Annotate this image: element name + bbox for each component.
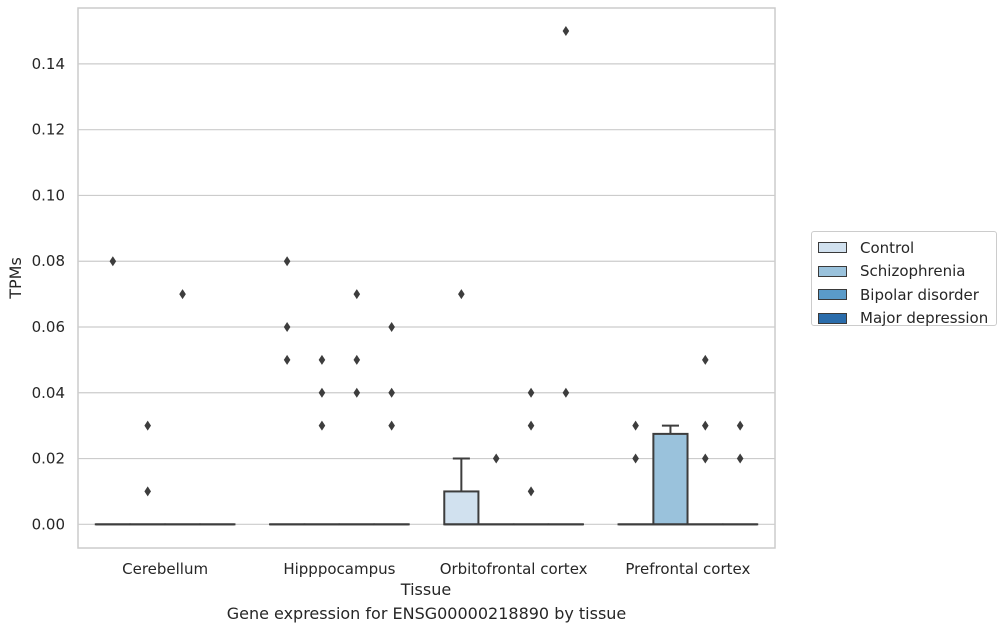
- legend-label: Schizophrenia: [860, 262, 966, 281]
- legend-item: Schizophrenia: [818, 260, 996, 284]
- y-tick-label: 0.04: [32, 384, 65, 402]
- outlier-point: [702, 453, 709, 464]
- outlier-point: [527, 420, 535, 431]
- outlier-point: [562, 387, 570, 398]
- outlier-point: [736, 453, 744, 464]
- outlier-point: [283, 354, 291, 365]
- x-tick-label: Prefrontal cortex: [625, 560, 750, 578]
- legend-swatch: [818, 312, 847, 324]
- y-tick-label: 0.12: [32, 121, 65, 139]
- outlier-point: [318, 387, 326, 398]
- outlier-point: [632, 420, 639, 431]
- outlier-point: [144, 420, 151, 431]
- x-axis-title: Tissue: [400, 580, 451, 599]
- grid-lines: [78, 63, 775, 525]
- y-tick-label: 0.14: [32, 55, 65, 73]
- y-tick-label: 0.06: [32, 318, 65, 336]
- plot-frame: [77, 7, 776, 549]
- outlier-point: [562, 26, 570, 37]
- box-body: [443, 490, 480, 526]
- legend-item: Bipolar disorder: [818, 283, 996, 307]
- legend-swatch: [818, 242, 847, 254]
- box-body: [652, 432, 689, 526]
- outlier-point: [353, 289, 361, 300]
- outlier-point: [388, 322, 395, 333]
- box-schizophrenia: [652, 424, 689, 526]
- outlier-point: [144, 486, 151, 497]
- outlier-point: [527, 486, 535, 497]
- x-tick-labels: Cerebellum Hipppocampus Orbitofrontal cort…: [122, 560, 750, 578]
- figure-caption: Gene expression for ENSG00000218890 by t…: [226, 604, 627, 623]
- outlier-point: [318, 354, 326, 365]
- y-tick-label: 0.10: [32, 186, 65, 204]
- outlier-point: [388, 420, 395, 431]
- outlier-point: [283, 322, 291, 333]
- legend-swatch: [818, 265, 847, 277]
- outlier-point: [388, 387, 395, 398]
- legend-label: Bipolar disorder: [860, 285, 979, 304]
- boxes: [94, 424, 759, 526]
- x-tick-label: Hipppocampus: [283, 560, 395, 578]
- outlier-point: [179, 289, 186, 300]
- y-tick-label: 0.00: [32, 515, 65, 533]
- outlier-point: [492, 453, 500, 464]
- outlier-point: [527, 387, 535, 398]
- legend-item: Control: [818, 236, 996, 260]
- outlier-point: [736, 420, 744, 431]
- outlier-point: [353, 387, 361, 398]
- outlier-point: [283, 256, 291, 267]
- y-axis-title: TPMs: [6, 257, 25, 300]
- y-tick-label: 0.02: [32, 450, 65, 468]
- outlier-point: [109, 256, 117, 267]
- x-tick-label: Orbitofrontal cortex: [440, 560, 588, 578]
- outlier-point: [458, 289, 465, 300]
- outlier-point: [318, 420, 326, 431]
- box-control: [443, 457, 480, 526]
- legend: Control Schizophrenia Bipolar disorder Majo…: [811, 231, 997, 327]
- outlier-point: [353, 354, 361, 365]
- legend-label: Control: [860, 238, 915, 257]
- y-tick-labels: 0.00 0.02 0.04 0.06 0.08 0.10 0.12 0.14: [32, 55, 65, 533]
- outlier-points: [109, 26, 744, 497]
- legend-label: Major depression: [860, 309, 989, 328]
- x-tick-label: Cerebellum: [122, 560, 208, 578]
- legend-swatch: [818, 289, 847, 301]
- outlier-point: [702, 420, 709, 431]
- outlier-point: [702, 354, 709, 365]
- legend-item: Major depression: [818, 307, 996, 331]
- outlier-point: [632, 453, 639, 464]
- y-tick-label: 0.08: [32, 252, 65, 270]
